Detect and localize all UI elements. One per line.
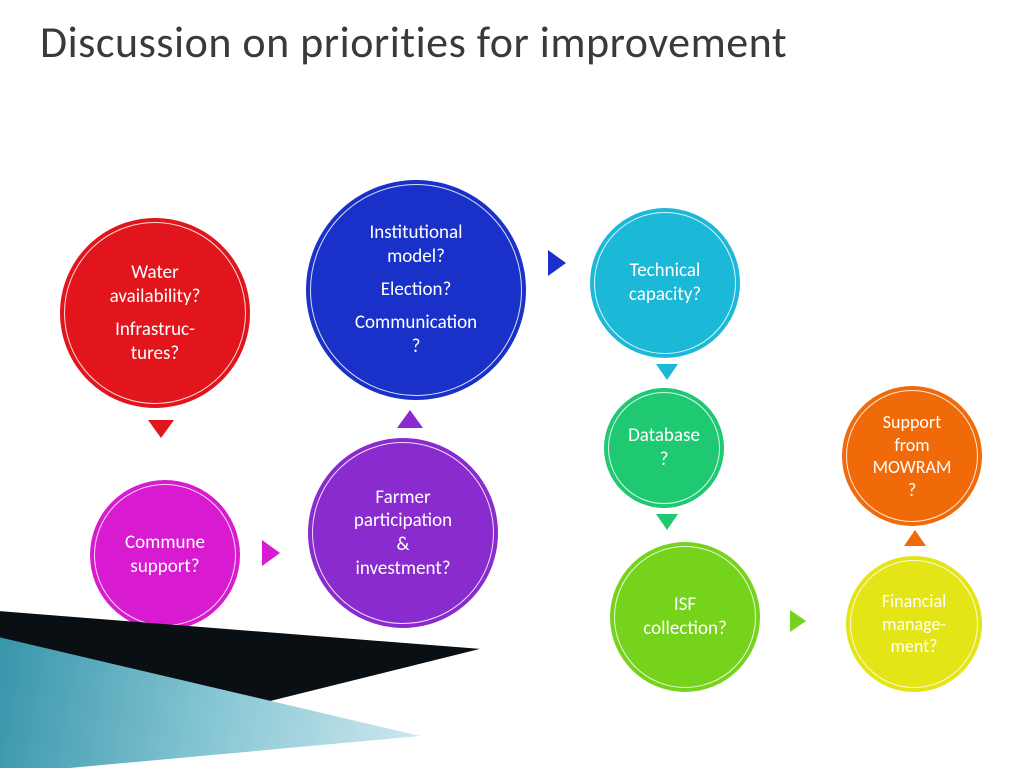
arrow-5 xyxy=(656,514,678,530)
node-text: ? xyxy=(660,448,669,472)
node-institution: Institutionalmodel? Election? Communicat… xyxy=(306,180,526,400)
node-text: Farmer xyxy=(375,486,430,510)
node-text: Water xyxy=(131,261,178,285)
node-text: Support xyxy=(883,411,941,434)
node-text: MOWRAM xyxy=(873,456,952,479)
node-text: Database xyxy=(628,424,700,448)
arrow-3 xyxy=(548,250,566,276)
node-text: from xyxy=(894,434,929,457)
node-text: participation xyxy=(354,509,452,533)
node-text: tures? xyxy=(131,342,179,366)
node-text: ISF xyxy=(674,593,696,617)
node-text: Technical xyxy=(630,259,701,283)
arrow-6 xyxy=(790,610,806,632)
node-text: ment? xyxy=(891,635,938,658)
node-text: Communication xyxy=(355,311,477,335)
node-text: ? xyxy=(412,335,421,359)
node-text xyxy=(414,302,418,312)
node-commune: Communesupport? xyxy=(90,480,240,630)
node-text: & xyxy=(397,533,410,557)
arrow-1 xyxy=(262,540,280,566)
node-farmer: Farmerparticipation&investment? xyxy=(308,438,498,628)
node-text: investment? xyxy=(355,557,450,581)
node-text xyxy=(153,308,157,318)
node-database: Database? xyxy=(604,388,724,508)
node-text: Infrastruc- xyxy=(115,318,195,342)
arrow-4 xyxy=(656,364,678,380)
node-isf: ISFcollection? xyxy=(610,542,760,692)
node-text: capacity? xyxy=(629,283,701,307)
node-text xyxy=(414,269,418,279)
node-technical: Technicalcapacity? xyxy=(590,208,740,358)
node-text: Commune xyxy=(125,531,205,555)
node-text: ? xyxy=(908,479,916,502)
node-water: Wateravailability? Infrastruc-tures? xyxy=(60,218,250,408)
arrow-2 xyxy=(397,410,423,428)
node-text: collection? xyxy=(643,617,727,641)
arrow-7 xyxy=(904,530,926,546)
node-financial: Financialmanage-ment? xyxy=(846,556,982,692)
node-text: support? xyxy=(130,555,199,579)
arrow-0 xyxy=(148,420,174,438)
node-text: Institutional xyxy=(370,221,463,245)
node-text: Financial xyxy=(882,590,946,613)
node-text: manage- xyxy=(882,613,946,636)
node-support: SupportfromMOWRAM? xyxy=(842,386,982,526)
